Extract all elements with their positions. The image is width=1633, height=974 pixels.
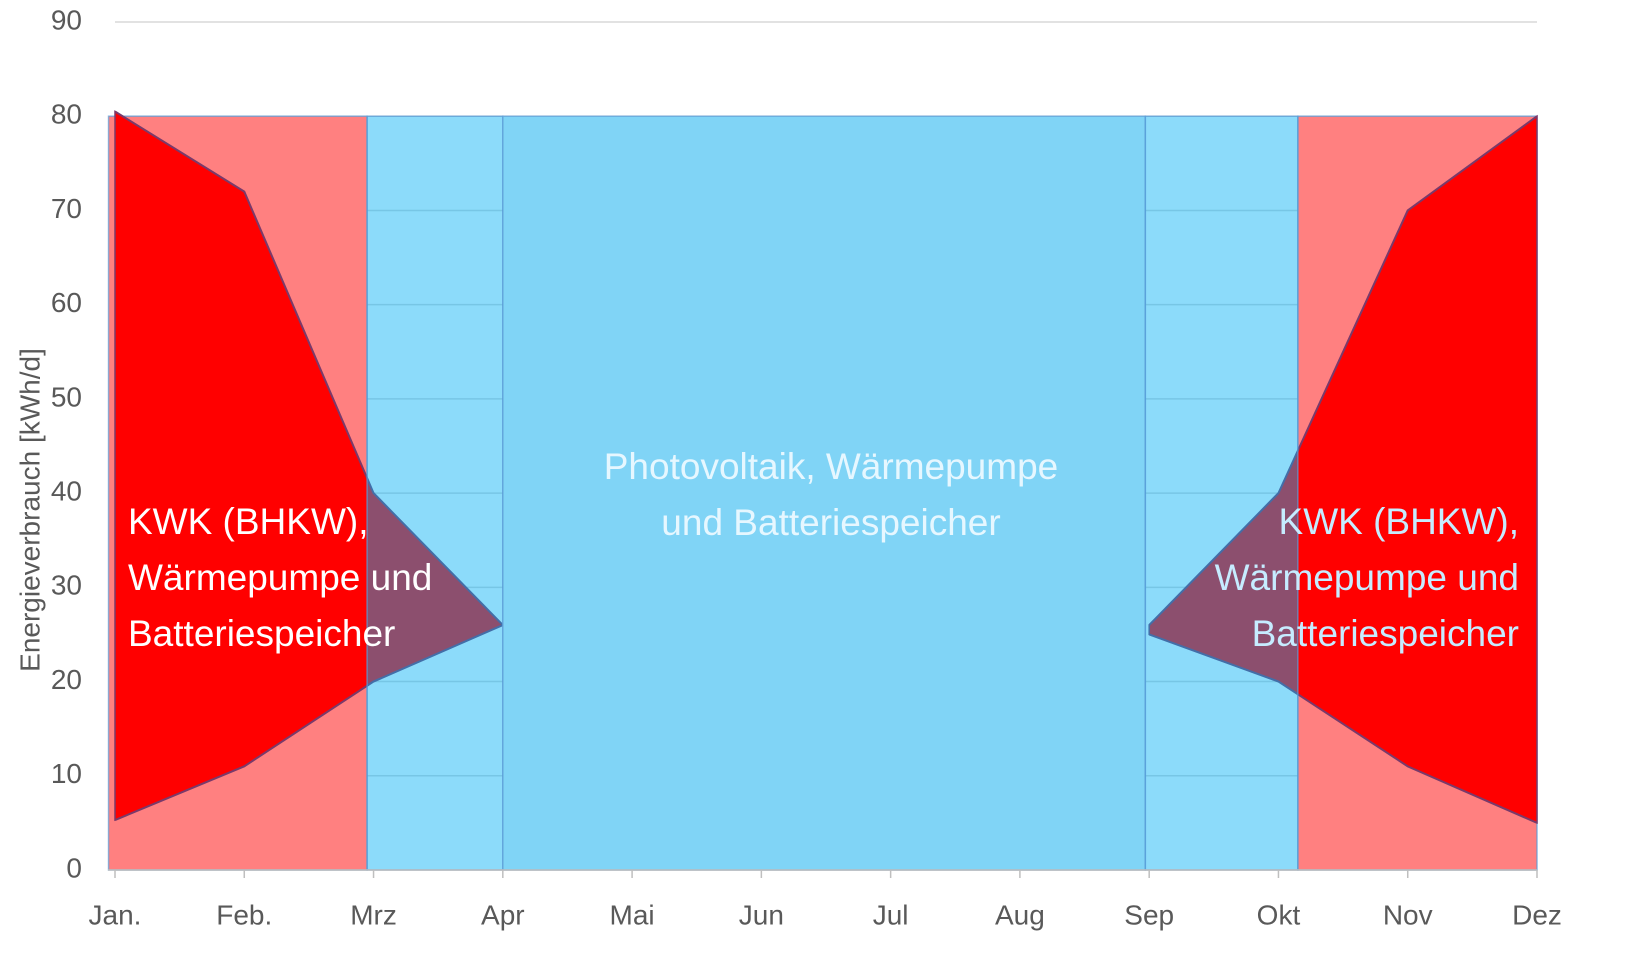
annotation: KWK (BHKW),	[128, 501, 368, 542]
x-tick-label: Jun	[739, 899, 784, 930]
y-tick-label: 70	[51, 193, 82, 224]
x-tick-label: Okt	[1257, 899, 1301, 930]
x-tick-label: Dez	[1512, 899, 1562, 930]
y-tick-label: 60	[51, 287, 82, 318]
x-tick-label: Feb.	[216, 899, 272, 930]
annotation: und Batteriespeicher	[661, 502, 1000, 543]
x-tick-label: Sep	[1124, 899, 1174, 930]
x-tick-label: Jan.	[89, 899, 142, 930]
y-tick-label: 20	[51, 664, 82, 695]
annotation: Wärmepumpe und	[128, 557, 432, 598]
y-tick-label: 0	[66, 852, 82, 883]
y-tick-label: 30	[51, 570, 82, 601]
band	[502, 115, 1147, 871]
x-tick-label: Aug	[995, 899, 1045, 930]
band	[366, 115, 504, 871]
y-tick-label: 40	[51, 476, 82, 507]
x-tick-label: Jul	[873, 899, 909, 930]
annotation: KWK (BHKW),	[1279, 501, 1519, 542]
y-tick-label: 10	[51, 758, 82, 789]
band	[1144, 115, 1299, 871]
annotation: Batteriespeicher	[1252, 613, 1519, 654]
area-edge	[114, 624, 1538, 824]
annotation: Batteriespeicher	[128, 613, 395, 654]
x-tick-label: Mai	[610, 899, 655, 930]
y-tick-label: 90	[51, 4, 82, 35]
x-tick-label: Nov	[1383, 899, 1433, 930]
y-tick-label: 80	[51, 99, 82, 130]
annotation: Wärmepumpe und	[1215, 557, 1519, 598]
x-tick-label: Mrz	[350, 899, 397, 930]
annotation: Photovoltaik, Wärmepumpe	[604, 446, 1058, 487]
y-tick-label: 50	[51, 381, 82, 412]
area-edge	[114, 110, 1538, 626]
x-tick-label: Apr	[481, 899, 525, 930]
y-axis-label: Energieverbrauch [kWh/d]	[14, 348, 45, 672]
